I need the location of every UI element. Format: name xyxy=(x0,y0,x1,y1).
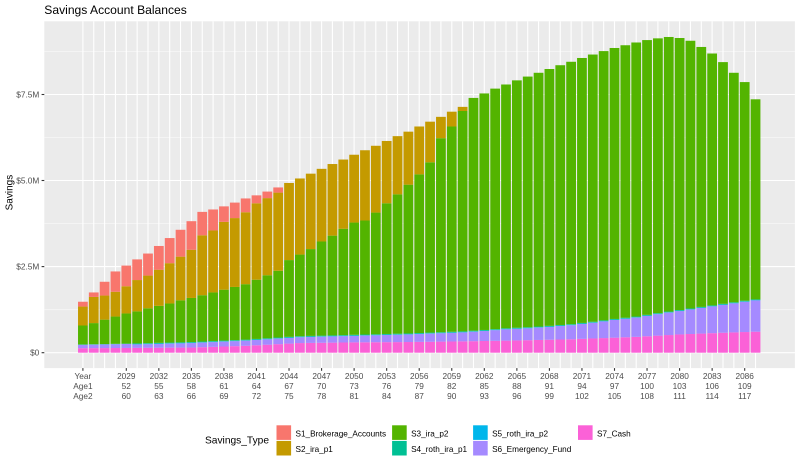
svg-text:2074: 2074 xyxy=(605,371,624,381)
svg-text:58: 58 xyxy=(187,381,197,391)
svg-text:2032: 2032 xyxy=(150,371,169,381)
svg-text:60: 60 xyxy=(122,391,132,401)
svg-text:2083: 2083 xyxy=(703,371,722,381)
svg-text:75: 75 xyxy=(284,391,294,401)
svg-text:99: 99 xyxy=(545,391,555,401)
svg-text:91: 91 xyxy=(545,381,555,391)
svg-text:81: 81 xyxy=(350,391,360,401)
svg-text:55: 55 xyxy=(154,381,164,391)
svg-text:105: 105 xyxy=(608,391,622,401)
svg-text:2077: 2077 xyxy=(638,371,657,381)
svg-text:102: 102 xyxy=(575,391,589,401)
svg-text:S4_roth_ira_p1: S4_roth_ira_p1 xyxy=(411,445,467,454)
svg-text:69: 69 xyxy=(219,391,229,401)
svg-text:76: 76 xyxy=(382,381,392,391)
svg-text:S2_ira_p1: S2_ira_p1 xyxy=(296,445,334,454)
svg-text:2038: 2038 xyxy=(215,371,234,381)
svg-text:103: 103 xyxy=(673,381,687,391)
svg-text:2047: 2047 xyxy=(312,371,331,381)
svg-text:93: 93 xyxy=(480,391,490,401)
svg-text:S1_Brokerage_Accounts: S1_Brokerage_Accounts xyxy=(296,429,387,438)
svg-text:Savings: Savings xyxy=(4,175,15,211)
svg-text:109: 109 xyxy=(738,381,752,391)
svg-text:2044: 2044 xyxy=(280,371,299,381)
svg-text:100: 100 xyxy=(640,381,654,391)
svg-text:117: 117 xyxy=(738,391,752,401)
svg-text:2041: 2041 xyxy=(247,371,266,381)
svg-text:73: 73 xyxy=(350,381,360,391)
svg-text:85: 85 xyxy=(480,381,490,391)
svg-text:64: 64 xyxy=(252,381,262,391)
svg-text:2065: 2065 xyxy=(508,371,527,381)
svg-text:114: 114 xyxy=(706,391,720,401)
svg-text:52: 52 xyxy=(122,381,132,391)
svg-text:111: 111 xyxy=(673,391,686,401)
svg-text:84: 84 xyxy=(382,391,392,401)
svg-text:2071: 2071 xyxy=(573,371,592,381)
svg-text:78: 78 xyxy=(317,391,327,401)
svg-text:$7.5M: $7.5M xyxy=(16,90,39,100)
svg-text:2035: 2035 xyxy=(182,371,201,381)
svg-text:70: 70 xyxy=(317,381,327,391)
svg-text:2056: 2056 xyxy=(410,371,429,381)
svg-text:$2.5M: $2.5M xyxy=(16,262,39,272)
svg-text:2050: 2050 xyxy=(345,371,364,381)
svg-text:87: 87 xyxy=(415,391,425,401)
svg-text:2053: 2053 xyxy=(377,371,396,381)
svg-text:67: 67 xyxy=(284,381,294,391)
svg-text:S7_Cash: S7_Cash xyxy=(597,429,631,438)
svg-text:S5_roth_ira_p2: S5_roth_ira_p2 xyxy=(492,429,548,438)
svg-text:Age2: Age2 xyxy=(73,391,93,401)
svg-text:106: 106 xyxy=(705,381,719,391)
svg-text:Year: Year xyxy=(75,371,92,381)
svg-text:90: 90 xyxy=(447,391,457,401)
svg-text:2068: 2068 xyxy=(540,371,559,381)
svg-text:Age1: Age1 xyxy=(73,381,93,391)
svg-text:82: 82 xyxy=(447,381,457,391)
svg-text:66: 66 xyxy=(187,391,197,401)
svg-text:Savings Account Balances: Savings Account Balances xyxy=(44,3,187,17)
svg-text:$0: $0 xyxy=(30,348,40,358)
svg-text:61: 61 xyxy=(219,381,229,391)
svg-text:2062: 2062 xyxy=(475,371,494,381)
svg-text:63: 63 xyxy=(154,391,164,401)
svg-text:88: 88 xyxy=(512,381,522,391)
svg-text:2086: 2086 xyxy=(735,371,754,381)
svg-text:96: 96 xyxy=(512,391,522,401)
svg-text:72: 72 xyxy=(252,391,262,401)
svg-text:2059: 2059 xyxy=(443,371,462,381)
svg-text:2080: 2080 xyxy=(670,371,689,381)
svg-text:S6_Emergency_Fund: S6_Emergency_Fund xyxy=(492,445,572,454)
svg-text:2029: 2029 xyxy=(117,371,136,381)
svg-text:$5.0M: $5.0M xyxy=(16,176,39,186)
svg-text:94: 94 xyxy=(577,381,587,391)
svg-text:S3_ira_p2: S3_ira_p2 xyxy=(411,429,449,438)
svg-text:Savings_Type: Savings_Type xyxy=(205,436,269,447)
svg-text:79: 79 xyxy=(415,381,425,391)
svg-text:108: 108 xyxy=(640,391,654,401)
svg-text:97: 97 xyxy=(610,381,620,391)
